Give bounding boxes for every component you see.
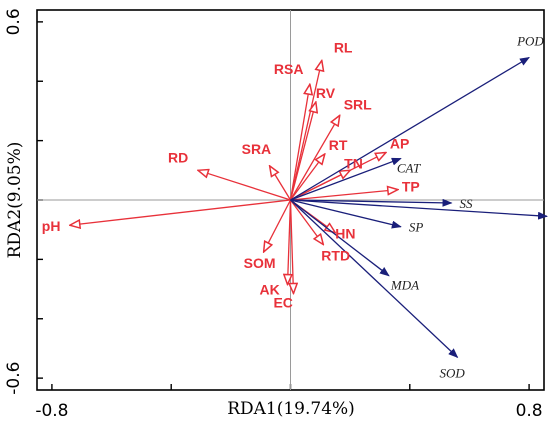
vector-sp [290,199,402,229]
vector-label-sod: SOD [440,365,466,380]
vector-ec [291,199,294,294]
vector-label-sra: SRA [242,141,272,157]
vector-mda [290,199,390,277]
vector-label-ak: AK [260,282,280,298]
vector-pro [290,199,548,220]
vector-label-ec: EC [273,295,292,311]
vector-tp [290,190,398,201]
vector-ss [290,198,453,207]
vector-label-ss: SS [460,196,474,211]
vector-sra [270,166,292,201]
vector-pod [290,56,530,201]
vector-cat [290,157,402,201]
physiology-vectors [290,56,548,359]
vector-label-tn: TN [344,155,363,171]
vector-tn [290,170,351,201]
y-axis-title: RDA2(9.05%) [5,142,25,259]
vector-rtd [289,199,324,245]
x-tick-label: -0.8 [35,401,68,421]
y-tick-label: -0.6 [4,362,24,395]
vector-som [264,199,292,252]
vector-label-cat: CAT [397,160,421,175]
vector-label-tp: TP [402,179,420,195]
vector-label-mda: MDA [390,278,419,293]
tick-labels: -0.8 0.8 0.6 -0.6 [4,8,543,421]
y-tick-label: 0.6 [4,8,24,35]
soil-root-vectors [70,60,398,293]
vector-label-rt: RT [329,137,348,153]
vector-label-rd: RD [168,149,188,165]
vector-rsa [289,84,310,201]
vector-label-hn: HN [335,226,355,242]
vector-label-rl: RL [334,39,353,55]
vector-rd [198,170,291,201]
vector-rl [289,60,322,201]
vector-label-sp: SP [409,220,424,235]
x-tick-label: 0.8 [516,401,543,421]
vector-sod [290,199,459,359]
x-axis-title: RDA1(19.74%) [227,399,355,419]
vector-label-ph: pH [42,218,61,234]
vector-ak [288,199,291,285]
vector-label-rsa: RSA [274,61,304,77]
vector-rt [289,154,325,201]
vector-ph [70,199,291,225]
vector-label-som: SOM [244,255,276,271]
vector-label-srl: SRL [344,96,372,112]
vector-label-ap: AP [390,136,409,152]
vector-label-rtd: RTD [321,248,350,264]
vector-rv [289,102,316,201]
vector-label-pod: POD [516,34,544,49]
vector-label-rv: RV [316,85,336,101]
